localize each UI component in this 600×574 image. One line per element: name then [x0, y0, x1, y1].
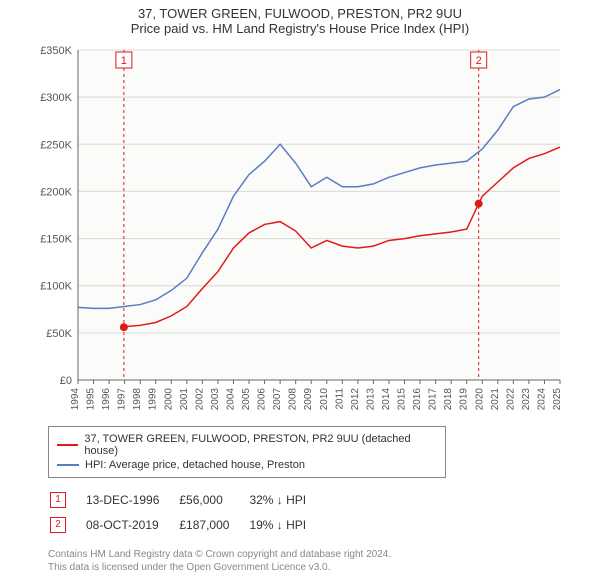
svg-text:2014: 2014 — [381, 388, 392, 411]
svg-text:1996: 1996 — [101, 388, 112, 411]
event-price: £187,000 — [179, 513, 247, 536]
footer-line2: This data is licensed under the Open Gov… — [48, 561, 600, 574]
chart-title-block: 37, TOWER GREEN, FULWOOD, PRESTON, PR2 9… — [0, 0, 600, 36]
svg-text:£50K: £50K — [46, 328, 72, 340]
svg-text:£250K: £250K — [40, 139, 72, 151]
svg-text:2011: 2011 — [334, 388, 345, 410]
title-line2: Price paid vs. HM Land Registry's House … — [0, 21, 600, 36]
svg-text:2019: 2019 — [459, 388, 470, 411]
svg-text:1: 1 — [121, 55, 127, 67]
price-chart: £0 £50K £100K £150K £200K £250K £300K £350K 1994… — [30, 40, 570, 420]
svg-text:2018: 2018 — [443, 388, 454, 411]
svg-text:2021: 2021 — [490, 388, 501, 411]
legend-label: HPI: Average price, detached house, Pres… — [85, 459, 305, 471]
svg-text:2010: 2010 — [319, 388, 330, 411]
attribution-footer: Contains HM Land Registry data © Crown c… — [48, 548, 600, 574]
svg-text:2003: 2003 — [210, 388, 221, 411]
svg-text:£350K: £350K — [40, 45, 72, 57]
svg-text:2008: 2008 — [288, 388, 299, 411]
legend: 37, TOWER GREEN, FULWOOD, PRESTON, PR2 9… — [48, 426, 446, 478]
svg-text:1998: 1998 — [132, 388, 143, 411]
svg-text:2025: 2025 — [552, 388, 563, 411]
legend-row: HPI: Average price, detached house, Pres… — [57, 459, 437, 471]
table-row: 1 13-DEC-1996 £56,000 32% ↓ HPI — [50, 488, 324, 511]
event-marker-box: 1 — [50, 492, 66, 508]
svg-text:£0: £0 — [60, 375, 72, 387]
svg-text:2000: 2000 — [163, 388, 174, 411]
legend-row: 37, TOWER GREEN, FULWOOD, PRESTON, PR2 9… — [57, 433, 437, 457]
svg-text:1995: 1995 — [86, 388, 97, 411]
event-delta: 19% ↓ HPI — [249, 513, 324, 536]
chart-frame: £0 £50K £100K £150K £200K £250K £300K £350K 1994… — [30, 40, 570, 420]
title-line1: 37, TOWER GREEN, FULWOOD, PRESTON, PR2 9… — [0, 6, 600, 21]
svg-text:2005: 2005 — [241, 388, 252, 411]
footer-line1: Contains HM Land Registry data © Crown c… — [48, 548, 600, 561]
svg-text:£150K: £150K — [40, 234, 72, 246]
svg-text:2023: 2023 — [521, 388, 532, 411]
svg-text:£300K: £300K — [40, 92, 72, 104]
event-date: 13-DEC-1996 — [86, 488, 177, 511]
svg-text:2006: 2006 — [257, 388, 268, 411]
legend-label: 37, TOWER GREEN, FULWOOD, PRESTON, PR2 9… — [84, 433, 437, 457]
svg-text:2024: 2024 — [536, 388, 547, 411]
svg-text:2009: 2009 — [303, 388, 314, 411]
svg-text:2013: 2013 — [365, 388, 376, 411]
event-date: 08-OCT-2019 — [86, 513, 177, 536]
table-row: 2 08-OCT-2019 £187,000 19% ↓ HPI — [50, 513, 324, 536]
svg-text:£100K: £100K — [40, 281, 72, 293]
event-marker-box: 2 — [50, 517, 66, 533]
svg-text:2017: 2017 — [428, 388, 439, 411]
svg-text:2020: 2020 — [474, 388, 485, 411]
svg-text:1997: 1997 — [117, 388, 128, 411]
legend-swatch — [57, 444, 78, 446]
svg-text:2012: 2012 — [350, 388, 361, 411]
sale-events-table: 1 13-DEC-1996 £56,000 32% ↓ HPI 2 08-OCT… — [48, 486, 326, 538]
svg-text:1999: 1999 — [148, 388, 159, 411]
event-delta: 32% ↓ HPI — [249, 488, 324, 511]
svg-text:2016: 2016 — [412, 388, 423, 411]
svg-text:2001: 2001 — [179, 388, 190, 411]
svg-text:2007: 2007 — [272, 388, 283, 411]
svg-text:2004: 2004 — [225, 388, 236, 411]
event-price: £56,000 — [179, 488, 247, 511]
svg-text:2015: 2015 — [397, 388, 408, 411]
svg-text:1994: 1994 — [70, 388, 81, 411]
svg-text:£200K: £200K — [40, 186, 72, 198]
svg-text:2022: 2022 — [505, 388, 516, 411]
svg-text:2: 2 — [476, 55, 482, 67]
legend-swatch — [57, 464, 79, 466]
svg-text:2002: 2002 — [194, 388, 205, 411]
